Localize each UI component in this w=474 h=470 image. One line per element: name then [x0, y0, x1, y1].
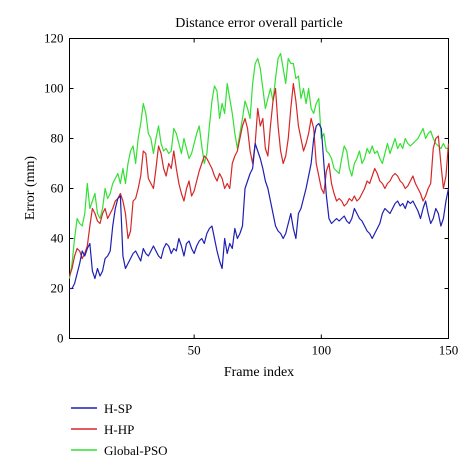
y-tick-label: 40 — [51, 231, 64, 246]
legend-label-h-hp: H-HP — [104, 422, 134, 437]
x-tick-label: 150 — [439, 343, 459, 358]
y-tick-label: 80 — [51, 131, 64, 146]
y-tick-label: 0 — [57, 331, 64, 346]
y-axis: 0 20 40 60 80 100 120 — [44, 31, 449, 346]
x-tick-label: 50 — [188, 343, 201, 358]
series-line-h-sp — [69, 122, 450, 290]
x-axis: 50 100 150 — [188, 38, 459, 358]
y-tick-label: 120 — [44, 31, 64, 46]
chart-title: Distance error overall particle — [175, 16, 343, 31]
series-line-global-pso — [68, 52, 449, 279]
legend: H-SP H-HP Global-PSO — [71, 401, 168, 458]
x-axis-label: Frame index — [224, 365, 294, 380]
series-layer — [68, 52, 450, 290]
series-line-h-hp — [68, 82, 450, 277]
legend-label-global-pso: Global-PSO — [104, 443, 168, 458]
y-axis-label: Error (mm) — [23, 156, 38, 220]
y-tick-label: 20 — [51, 281, 64, 296]
legend-label-h-sp: H-SP — [104, 401, 132, 416]
x-tick-label: 100 — [312, 343, 332, 358]
y-tick-label: 60 — [51, 181, 64, 196]
plot-frame — [69, 38, 449, 339]
y-tick-label: 100 — [44, 81, 64, 96]
